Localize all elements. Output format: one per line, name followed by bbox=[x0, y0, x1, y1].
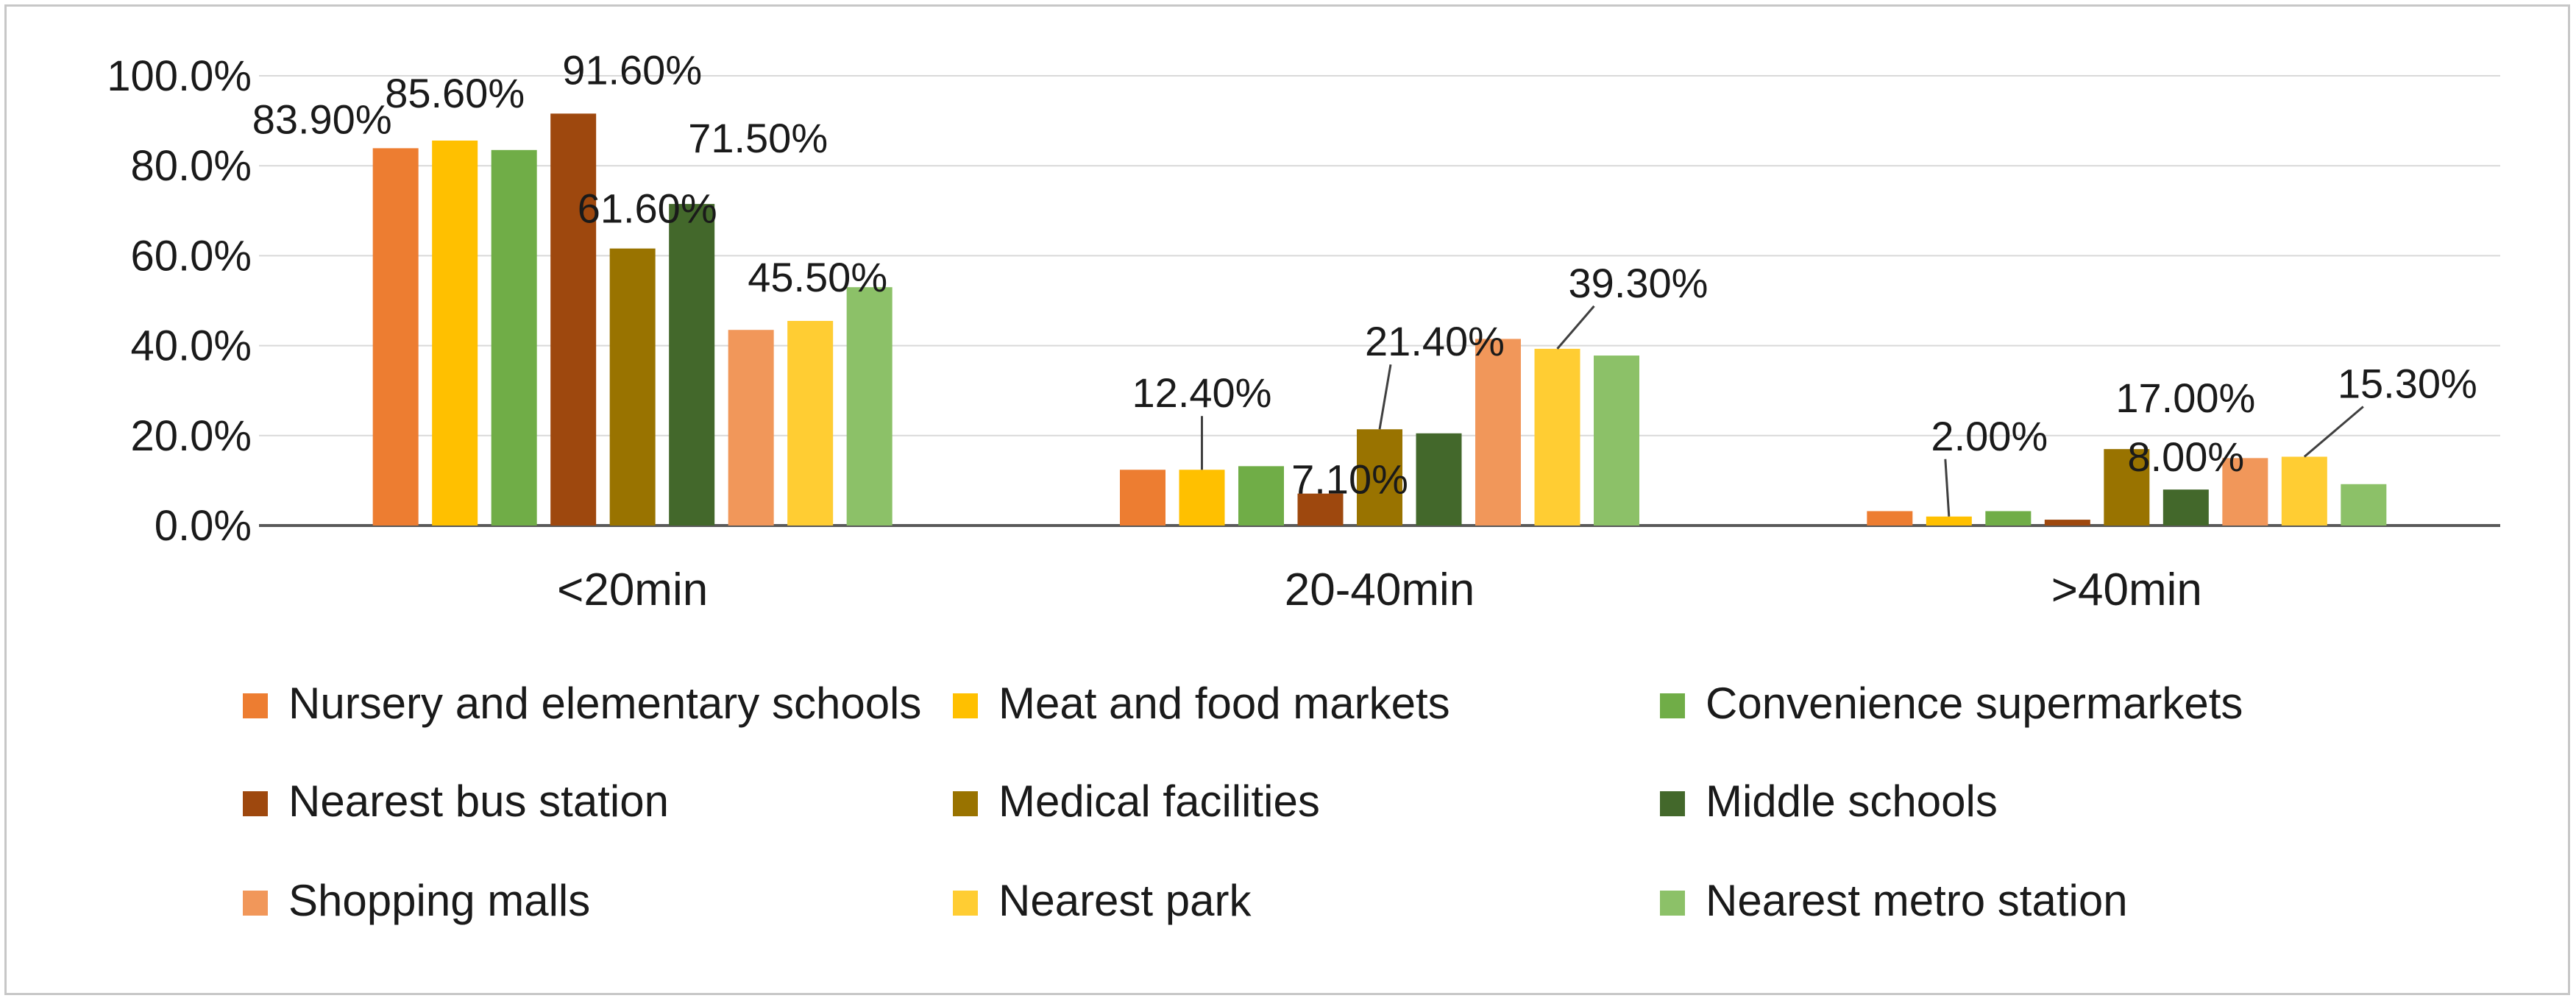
data-label: 8.00% bbox=[2127, 434, 2244, 480]
bar bbox=[609, 248, 656, 526]
bar bbox=[491, 149, 537, 526]
data-label: 61.60% bbox=[578, 185, 717, 232]
legend-label: Nursery and elementary schools bbox=[288, 679, 921, 728]
data-label: 91.60% bbox=[562, 46, 702, 93]
data-label: 21.40% bbox=[1365, 318, 1505, 364]
bar bbox=[2281, 456, 2327, 526]
legend-label: Meat and food markets bbox=[998, 679, 1450, 728]
legend-swatch bbox=[243, 791, 268, 816]
legend-label: Convenience supermarkets bbox=[1706, 679, 2243, 728]
bar bbox=[1120, 470, 1165, 526]
bar bbox=[1594, 356, 1639, 526]
bar bbox=[2044, 520, 2090, 526]
bar bbox=[1867, 511, 1913, 526]
bar bbox=[1926, 516, 1972, 526]
legend-label: Nearest bus station bbox=[288, 777, 669, 826]
data-label-leader bbox=[1378, 364, 1392, 430]
bar bbox=[2162, 489, 2209, 526]
bar bbox=[2104, 449, 2150, 526]
legend-swatch bbox=[953, 693, 978, 718]
bar bbox=[2341, 484, 2387, 526]
y-tick-label: 100.0% bbox=[107, 52, 252, 100]
legend-label: Middle schools bbox=[1706, 777, 1998, 826]
bar bbox=[1416, 433, 1462, 526]
legend-swatch bbox=[1660, 693, 1685, 718]
y-tick-label: 0.0% bbox=[155, 502, 252, 550]
y-tick-label: 80.0% bbox=[131, 142, 252, 190]
x-category-label: 20-40min bbox=[1285, 565, 1475, 615]
legend-swatch bbox=[1660, 791, 1685, 816]
y-tick-label: 20.0% bbox=[131, 412, 252, 460]
data-label: 17.00% bbox=[2115, 375, 2255, 421]
data-label: 7.10% bbox=[1291, 456, 1408, 503]
bar bbox=[1297, 493, 1344, 526]
legend-label: Shopping malls bbox=[288, 876, 590, 925]
data-label: 71.50% bbox=[688, 115, 828, 161]
data-label: 83.90% bbox=[252, 96, 392, 142]
y-tick-label: 60.0% bbox=[131, 232, 252, 280]
legend-label: Nearest metro station bbox=[1706, 876, 2128, 925]
data-label: 39.30% bbox=[1569, 260, 1709, 306]
data-label: 2.00% bbox=[1931, 413, 2048, 459]
bar bbox=[550, 113, 597, 526]
bar bbox=[1238, 466, 1284, 526]
data-label-leader bbox=[2303, 406, 2364, 458]
legend-swatch bbox=[243, 693, 268, 718]
data-label: 85.60% bbox=[385, 70, 525, 116]
data-label-leader bbox=[1556, 305, 1595, 350]
legend-swatch bbox=[953, 791, 978, 816]
bar bbox=[1179, 470, 1225, 526]
data-label-leader bbox=[1944, 459, 1951, 517]
y-tick-label: 40.0% bbox=[131, 322, 252, 370]
bar bbox=[432, 140, 478, 526]
legend-label: Medical facilities bbox=[998, 777, 1320, 826]
bar bbox=[787, 320, 834, 526]
bar bbox=[1475, 339, 1521, 526]
bar bbox=[669, 204, 715, 526]
bar bbox=[846, 287, 893, 526]
bar bbox=[2222, 458, 2268, 526]
bar bbox=[728, 330, 774, 526]
data-label: 45.50% bbox=[748, 254, 887, 300]
bar bbox=[1357, 429, 1402, 526]
bar bbox=[1534, 348, 1580, 526]
bar bbox=[1985, 511, 2032, 526]
legend-swatch bbox=[953, 891, 978, 916]
data-label: 15.30% bbox=[2338, 361, 2477, 407]
data-label: 12.40% bbox=[1132, 369, 1272, 416]
legend-label: Nearest park bbox=[998, 876, 1252, 925]
x-category-label: >40min bbox=[2051, 565, 2202, 615]
legend-swatch bbox=[243, 891, 268, 916]
x-category-label: <20min bbox=[557, 565, 708, 615]
bar bbox=[372, 148, 419, 526]
legend-swatch bbox=[1660, 891, 1685, 916]
